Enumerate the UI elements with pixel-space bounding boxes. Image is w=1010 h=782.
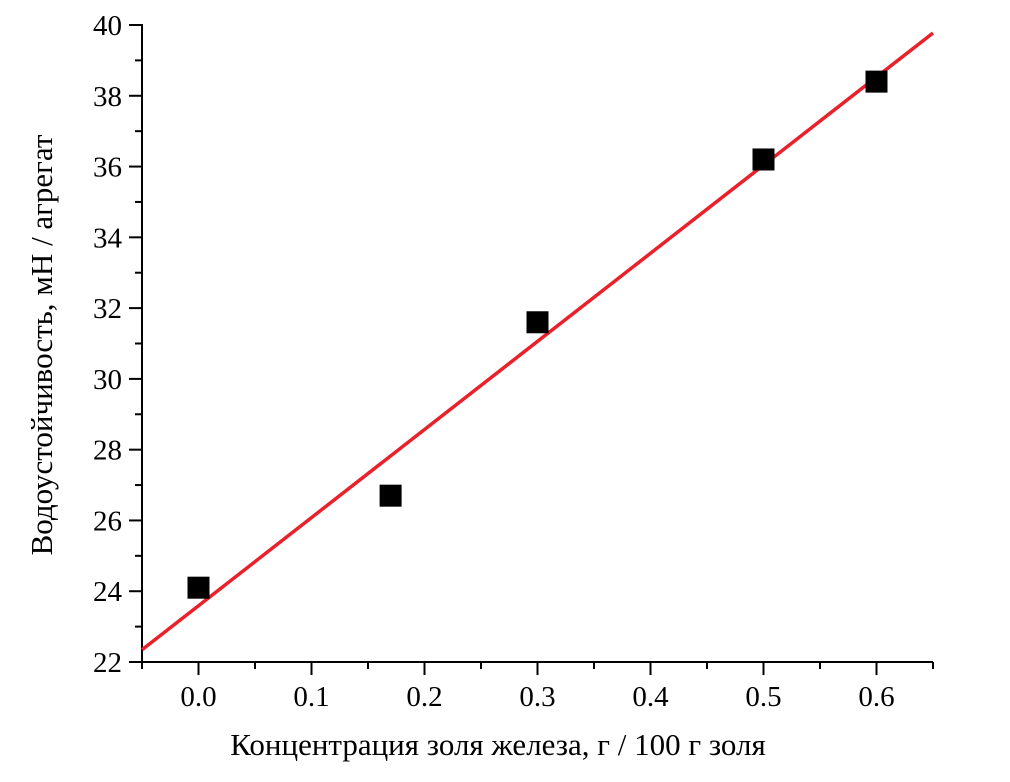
y-tick-label: 32 — [93, 293, 122, 325]
y-tick-label: 36 — [93, 152, 122, 184]
y-tick-label: 34 — [93, 222, 123, 254]
fit-line — [140, 31, 935, 652]
x-tick-label: 0.6 — [858, 681, 894, 713]
y-tick-label: 28 — [93, 435, 122, 467]
y-tick-label: 24 — [93, 576, 123, 608]
y-tick-label: 38 — [93, 81, 122, 113]
axes: 22 24 26 28 30 32 34 36 38 40 0.0 0.1 0.2 0.3 0.4 0.5 0.… — [93, 10, 934, 713]
y-tick-label: 26 — [93, 505, 122, 537]
data-point — [526, 311, 549, 334]
x-tick-label: 0.3 — [519, 681, 555, 713]
x-axis-label: Концентрация золя железа, г / 100 г золя — [230, 727, 765, 762]
x-tick-label: 0.0 — [180, 681, 216, 713]
data-point — [752, 148, 775, 171]
data-points — [187, 70, 888, 599]
data-point — [865, 70, 888, 93]
data-point — [187, 576, 210, 599]
y-tick-label: 30 — [93, 364, 122, 396]
x-tick-label: 0.1 — [293, 681, 329, 713]
x-tick-label: 0.2 — [406, 681, 442, 713]
x-tick-label: 0.5 — [745, 681, 781, 713]
y-tick-label: 40 — [93, 10, 122, 42]
y-axis-label: Водоустойчивость, мН / агрегат — [24, 134, 59, 555]
data-point — [379, 484, 402, 507]
fit-line-group — [140, 31, 935, 652]
x-tick-label: 0.4 — [632, 681, 669, 713]
y-tick-label: 22 — [93, 647, 122, 679]
